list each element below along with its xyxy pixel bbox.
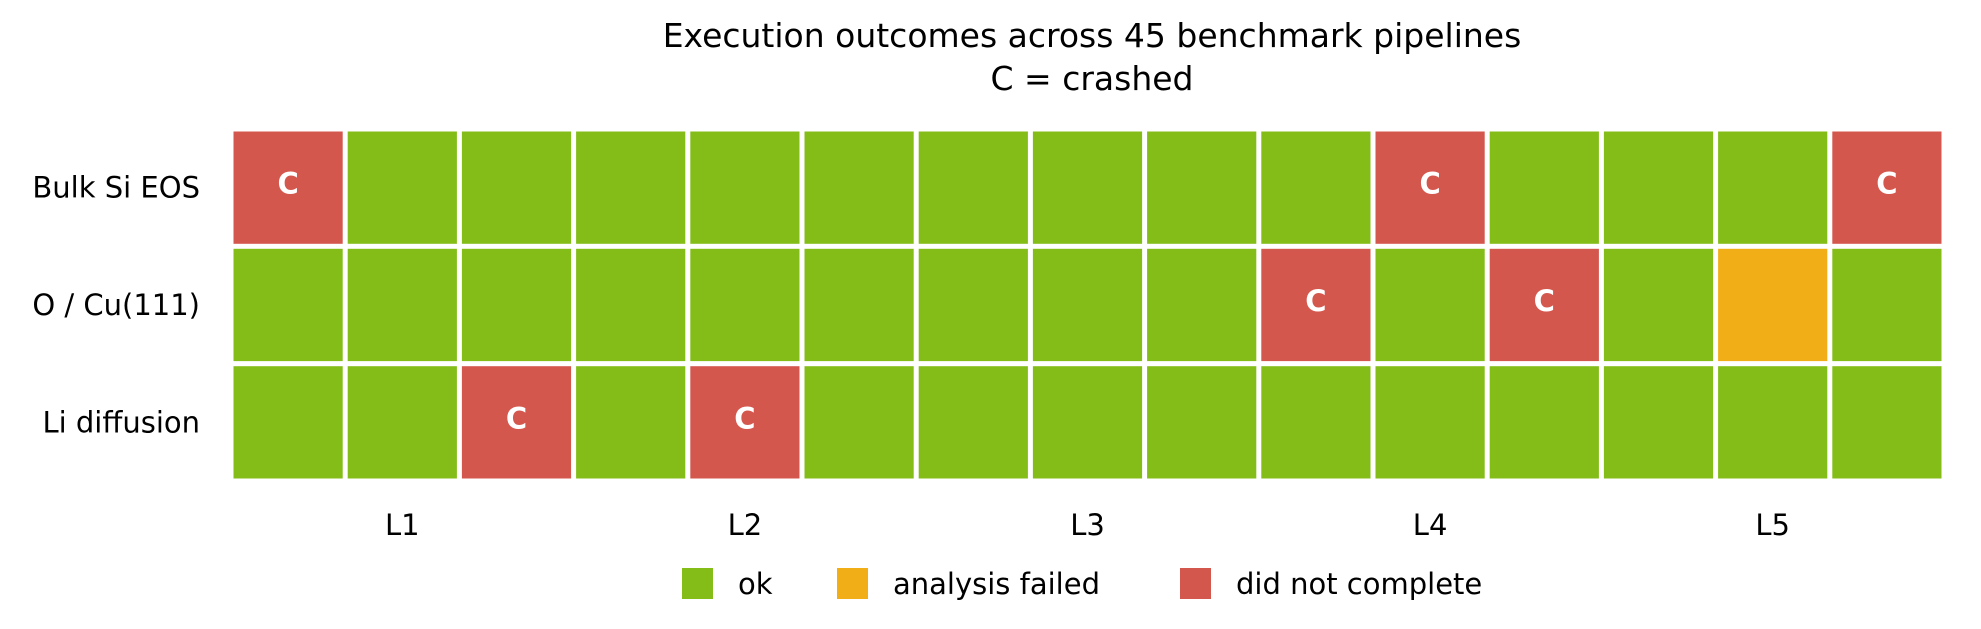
heatmap-cell	[347, 366, 457, 479]
heatmap-cell	[1375, 248, 1485, 362]
legend-label: ok	[738, 567, 773, 601]
heatmap-cell	[690, 131, 800, 244]
column-group-label: L4	[1413, 508, 1448, 542]
heatmap-cell	[1603, 248, 1714, 362]
chart-title: Execution outcomes across 45 benchmark p…	[663, 16, 1522, 55]
heatmap-cell	[233, 248, 343, 362]
heatmap-cell	[1375, 366, 1485, 479]
heatmap-cell	[1489, 248, 1599, 362]
heatmap-cell	[1032, 248, 1143, 362]
heatmap-cell	[233, 366, 343, 479]
heatmap-cell	[804, 131, 914, 244]
crashed-mark: C	[1534, 284, 1555, 318]
column-group-labels: L1 L2 L3 L4 L5	[385, 508, 1790, 542]
legend-label: analysis failed	[893, 567, 1100, 601]
legend-label: did not complete	[1236, 567, 1482, 601]
crashed-mark: C	[734, 401, 755, 435]
heatmap-cell	[690, 366, 800, 479]
heatmap-cell	[1718, 366, 1828, 479]
row-labels: Bulk Si EOS O / Cu(111) Li diffusion	[32, 171, 200, 440]
heatmap-cell	[1147, 248, 1257, 362]
heatmap-cell	[804, 366, 914, 479]
heatmap-cell	[347, 131, 457, 244]
crashed-mark: C	[1305, 284, 1326, 318]
heatmap-cell	[233, 131, 343, 244]
heatmap-cell	[804, 248, 914, 362]
column-group-label: L1	[385, 508, 420, 542]
heatmap-cell	[461, 131, 572, 244]
heatmap-cell	[1261, 366, 1371, 479]
heatmap-cell	[1603, 131, 1714, 244]
heatmap-cell	[1261, 131, 1371, 244]
heatmap-cell	[1832, 366, 1942, 479]
heatmap-cell	[576, 131, 686, 244]
crashed-mark: C	[1876, 167, 1897, 201]
heatmap-cell	[918, 366, 1028, 479]
heatmap-cell	[461, 248, 572, 362]
row-label: O / Cu(111)	[32, 288, 200, 322]
row-label: Li diffusion	[42, 405, 200, 439]
legend-swatch	[1180, 568, 1211, 599]
heatmap-cell	[690, 248, 800, 362]
heatmap-cell	[1032, 366, 1143, 479]
heatmap-cell	[1489, 131, 1599, 244]
row-label: Bulk Si EOS	[32, 171, 200, 205]
heatmap-cell	[576, 366, 686, 479]
heatmap-cell	[1603, 366, 1714, 479]
heatmap-cell	[918, 131, 1028, 244]
legend: ok analysis failed did not complete	[682, 567, 1482, 601]
column-group-label: L2	[728, 508, 763, 542]
heatmap-cell	[1032, 131, 1143, 244]
heatmap-cell	[1718, 248, 1828, 362]
heatmap-cell	[576, 248, 686, 362]
heatmap-cell	[1832, 248, 1942, 362]
heatmap-cell	[347, 248, 457, 362]
legend-swatch	[682, 568, 713, 599]
legend-swatch	[837, 568, 868, 599]
heatmap-cells: C C C C C C C	[233, 131, 1942, 479]
heatmap-cell	[1147, 131, 1257, 244]
heatmap-cell	[1832, 131, 1942, 244]
column-group-label: L5	[1755, 508, 1790, 542]
heatmap-cell	[1147, 366, 1257, 479]
heatmap-cell	[1375, 131, 1485, 244]
heatmap-cell	[918, 248, 1028, 362]
chart-subtitle: C = crashed	[991, 59, 1194, 98]
heatmap-cell	[1489, 366, 1599, 479]
crashed-mark: C	[277, 167, 298, 201]
crashed-mark: C	[506, 401, 527, 435]
heatmap-cell	[1718, 131, 1828, 244]
heatmap-cell	[1261, 248, 1371, 362]
heatmap-cell	[461, 366, 572, 479]
crashed-mark: C	[1419, 167, 1440, 201]
column-group-label: L3	[1070, 508, 1105, 542]
